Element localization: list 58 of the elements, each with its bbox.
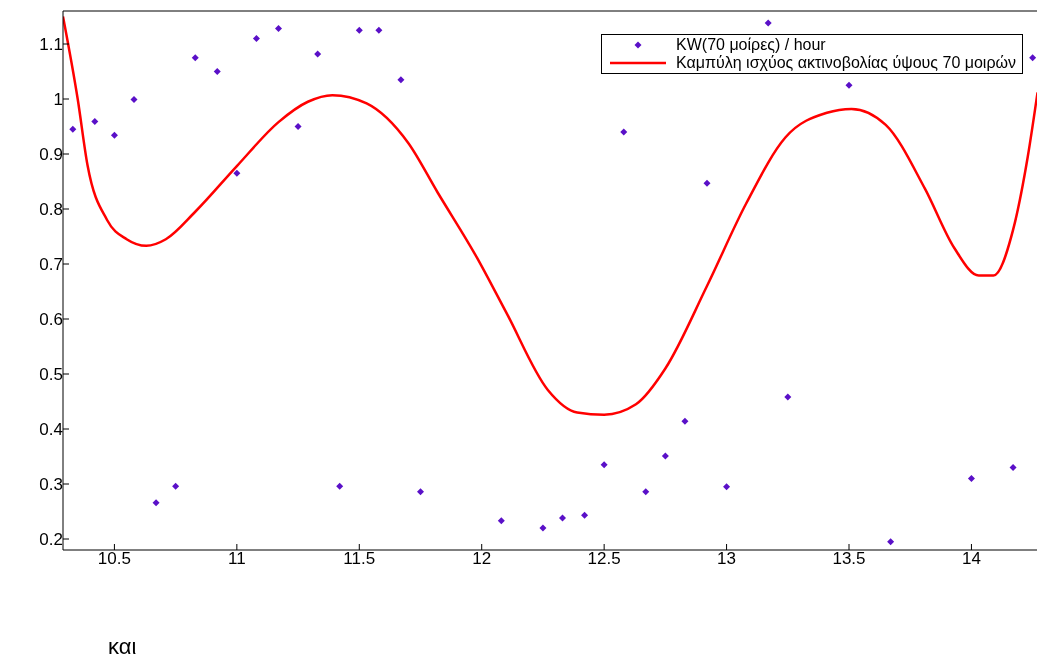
point (355, 26, 363, 34)
point (252, 35, 260, 42)
point (69, 125, 77, 133)
y-tick-label: 0.7 (39, 255, 63, 275)
point (600, 461, 608, 469)
x-tick-label: 13.5 (832, 549, 866, 569)
point (1029, 54, 1037, 62)
point (887, 538, 895, 546)
y-tick-label: 0.2 (39, 530, 63, 550)
point (723, 483, 731, 491)
point (397, 76, 405, 84)
point (1009, 464, 1017, 471)
y-tick-label: 0.3 (39, 475, 63, 495)
y-tick-label: 1.1 (39, 35, 63, 55)
x-tick-label: 12 (472, 549, 492, 569)
y-tick-label: 0.6 (39, 310, 63, 330)
point (213, 68, 221, 75)
point (152, 499, 160, 507)
x-tick-label: 10.5 (97, 549, 131, 569)
point (497, 517, 505, 525)
point (620, 128, 628, 136)
y-tick-label: 0.8 (39, 200, 63, 220)
point (110, 131, 118, 139)
point (294, 123, 302, 130)
point (91, 118, 99, 126)
line-series (63, 15, 1037, 416)
point (681, 417, 689, 425)
point (539, 524, 547, 532)
point (191, 54, 199, 62)
x-tick-label: 11 (228, 549, 246, 569)
y-tick-label: 0.9 (39, 145, 63, 165)
point (642, 488, 650, 496)
point (375, 26, 383, 34)
point (233, 169, 241, 177)
point (581, 511, 589, 519)
point (764, 19, 772, 27)
y-tick-label: 0.4 (39, 420, 63, 440)
x-tick-label: 11.5 (343, 549, 376, 569)
x-tick-label: 13 (717, 549, 737, 569)
point (172, 482, 180, 490)
y-tick-label: 0.5 (39, 365, 63, 385)
x-tick-label: 14 (961, 549, 981, 569)
point (559, 514, 567, 522)
point (274, 25, 282, 33)
point (417, 488, 424, 496)
point (784, 393, 792, 401)
x-tick-label: 12.5 (587, 549, 621, 569)
point (314, 50, 322, 58)
point (845, 81, 853, 89)
point (130, 96, 138, 104)
point (661, 452, 669, 460)
text: και (108, 634, 138, 660)
point (703, 179, 711, 187)
point (336, 482, 344, 490)
point (967, 475, 975, 482)
legend-label: Καμπύλη ισχύος ακτινοβολίας ύψους 70 μοιρών (676, 54, 1016, 72)
y-tick-label: 1 (53, 90, 63, 110)
legend-label: KW(70 μοίρες) / hour (676, 36, 826, 54)
